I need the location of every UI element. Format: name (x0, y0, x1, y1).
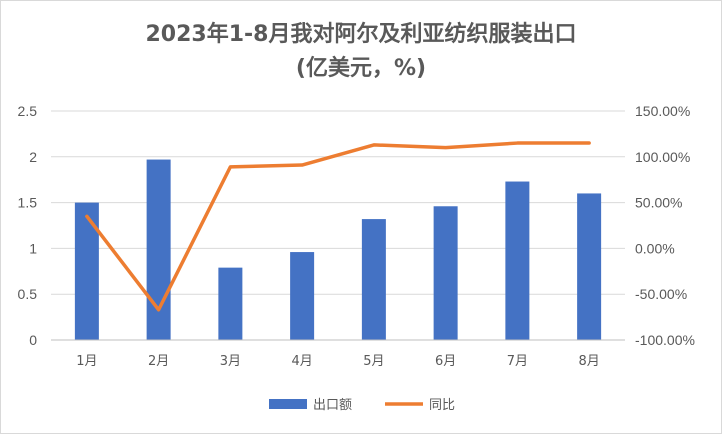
x-tick-label: 6月 (435, 354, 456, 369)
y-right-tick-label: 100.00% (635, 149, 690, 165)
bar (505, 181, 530, 340)
bar (433, 206, 458, 340)
x-tick-label: 7月 (507, 354, 528, 369)
legend-label-yoy: 同比 (429, 398, 455, 413)
y-right-tick-label: 50.00% (635, 195, 682, 211)
y-left-tick-label: 2.5 (18, 103, 38, 119)
bar-series (74, 159, 602, 340)
y-left-tick-label: 0.5 (18, 286, 38, 302)
x-tick-label: 3月 (220, 354, 241, 369)
x-tick-label: 4月 (291, 354, 312, 369)
line-series (85, 141, 591, 312)
y-right-tick-label: 150.00% (635, 103, 690, 119)
x-tick-label: 5月 (363, 354, 384, 369)
yoy-line (85, 141, 591, 312)
y-right-tick-label: -100.00% (635, 332, 695, 348)
y-left-tick-label: 1.5 (18, 195, 38, 211)
y-right-tick-label: 0.00% (635, 240, 675, 256)
legend-swatch-export (269, 399, 307, 409)
bar (361, 219, 386, 340)
y-left-tick-label: 2 (29, 149, 37, 165)
y-right-tick-label: -50.00% (635, 286, 687, 302)
bar (290, 252, 315, 340)
legend: 出口额 同比 (269, 398, 455, 413)
bar (146, 159, 171, 340)
chart-title-line2: (亿美元，%) (296, 55, 426, 81)
axes: 0 0.5 1 1.5 2 2.5 -100.00% -50.00% 0.00% 50.00% 10… (18, 103, 695, 369)
gridlines (51, 110, 625, 341)
bar (577, 193, 602, 340)
x-tick-label: 8月 (578, 354, 599, 369)
bar (74, 202, 99, 340)
y-left-tick-label: 1 (29, 240, 37, 256)
y-left-tick-label: 0 (29, 332, 37, 348)
chart-title-line1: 2023年1-8月我对阿尔及利亚纺织服装出口 (146, 21, 577, 47)
legend-label-export: 出口额 (313, 398, 352, 413)
x-tick-label: 2月 (148, 354, 169, 369)
bar (218, 267, 243, 340)
x-tick-label: 1月 (76, 354, 97, 369)
